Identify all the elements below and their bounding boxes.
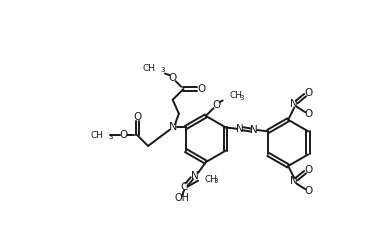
Text: O: O — [119, 130, 127, 140]
Text: CH: CH — [204, 174, 217, 184]
Text: 3: 3 — [109, 134, 113, 141]
Text: O: O — [133, 113, 141, 122]
Text: O: O — [197, 84, 205, 94]
Text: N: N — [236, 124, 244, 134]
Text: N: N — [291, 176, 298, 186]
Text: CH: CH — [230, 91, 243, 100]
Text: O: O — [304, 109, 312, 119]
Text: N: N — [191, 171, 199, 181]
Text: CH: CH — [143, 64, 156, 73]
Text: O: O — [168, 73, 177, 83]
Text: O: O — [304, 165, 312, 175]
Text: N: N — [168, 122, 177, 133]
Text: 3: 3 — [240, 95, 244, 101]
Text: 3: 3 — [161, 67, 165, 74]
Text: O: O — [304, 186, 312, 196]
Text: O: O — [304, 88, 312, 98]
Text: CH: CH — [90, 131, 103, 140]
Text: O: O — [212, 100, 221, 110]
Text: 3: 3 — [214, 178, 218, 184]
Text: OH: OH — [174, 193, 190, 203]
Text: N: N — [250, 125, 258, 135]
Text: C: C — [180, 182, 188, 192]
Text: N: N — [291, 99, 298, 109]
